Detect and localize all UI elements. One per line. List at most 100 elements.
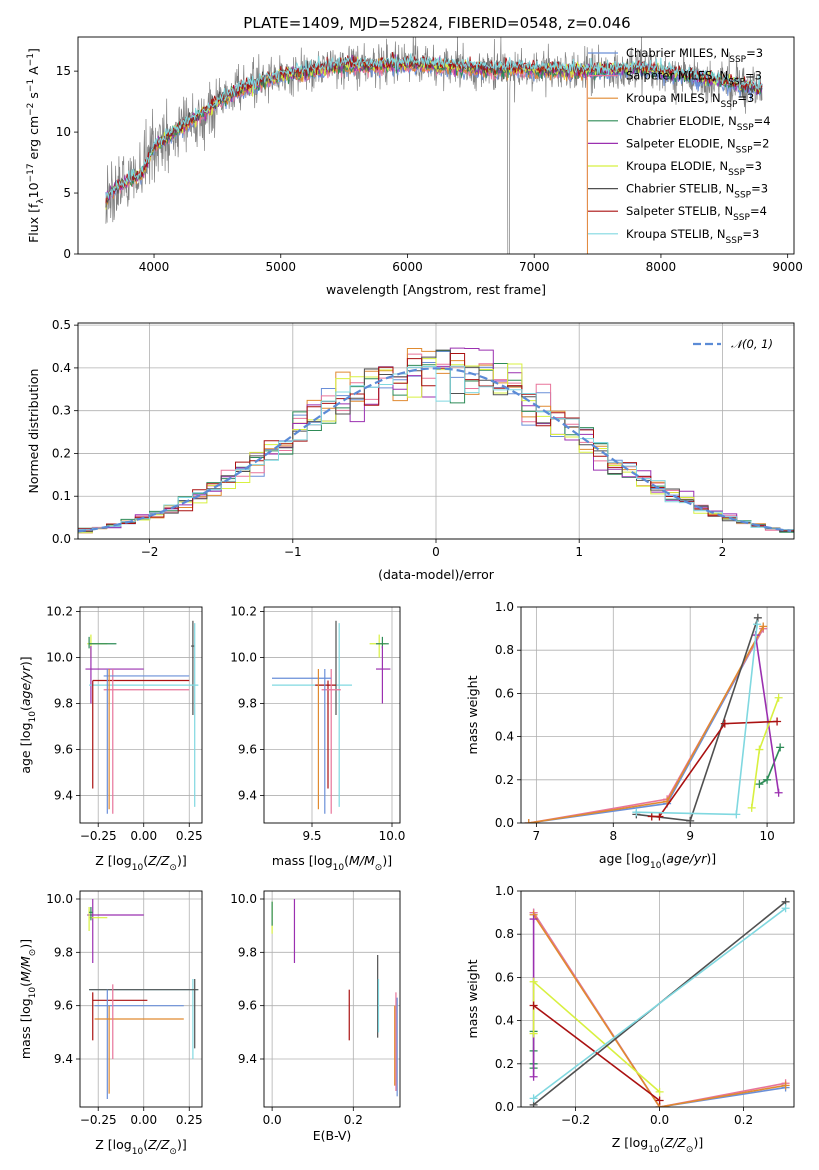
model-line-kroupa_stelib [105,53,763,199]
ytick-label: 0.0 [52,532,71,546]
legend-label: Kroupa MILES, NSSP=3 [626,91,754,110]
ylabel-mass_vs_Z: mass [log10(M/M⊙)] [18,939,38,1059]
plot-area-weight_vs_age [524,613,785,823]
weight-marker-kroupa_miles [524,819,533,823]
axes-frame-age_vs_Z [79,606,203,824]
weight-line-kroupa_stelib [636,624,758,816]
weight-marker-kroupa_stelib [753,620,762,629]
xtick-label: −0.25 [80,829,117,843]
weight-marker-kroupa_stelib [732,810,741,819]
legend-label-normal: 𝒩(0, 1) [731,337,773,351]
xtick-label: −0.25 [80,1113,117,1127]
figure-title: PLATE=1409, MJD=52824, FIBERID=0548, z=0… [243,14,630,32]
weight-marker-kroupa_stelib [632,808,641,817]
hist-step-chabrier_elodie [78,350,794,533]
ytick-label: 10.0 [46,651,73,665]
axes-age_vs_mass: 9.5 10.0 9.4 9.6 9.8 10.0 10.2 mass [log10(M/M⊙… [230,605,405,873]
xtick-label: 10 [759,829,774,843]
weight-marker-chabrier_elodie [763,775,772,784]
weight-marker-kroupa_elodie [655,1087,664,1096]
spectrum-legend: Chabrier MILES, NSSP=3 Salpeter MILES, NS… [588,46,771,246]
weight-marker-salpeter_stelib [720,719,729,728]
legend-label: Salpeter STELIB, NSSP=4 [626,204,767,223]
legend-label: Kroupa STELIB, NSSP=3 [626,227,759,246]
weight-marker-kroupa_elodie [529,1029,538,1038]
ytick-label: 0.2 [495,773,514,787]
ylabel-age_vs_Z: age [log10(age/yr)] [18,656,38,773]
ytick-label: 9.8 [54,945,73,959]
axes-spectrum: 4000 5000 6000 7000 8000 9000 0 5 10 15 wavelength… [26,36,803,297]
xtick-label: 4000 [139,260,170,274]
ytick-label: 9.8 [238,697,257,711]
legend-label: Chabrier ELODIE, NSSP=4 [626,114,771,133]
xtick-label: 0.00 [130,829,157,843]
weight-line-salpeter_stelib [651,720,778,818]
axes-mass_vs_Z: −0.25 0.00 0.25 9.4 9.6 9.8 10.0 Z [log10(Z/Z⊙)… [18,890,203,1157]
ytick-label: 0.8 [495,927,514,941]
weight-marker-kroupa_elodie [747,803,756,812]
ytick-label: 10.2 [230,605,257,619]
hist-xlabel: (data-model)/error [378,567,495,582]
ytick-label: 0.1 [52,489,71,503]
xlabel-age_vs_Z: Z [log10(Z/Z⊙)] [95,853,186,873]
ytick-label: 0 [63,247,71,261]
xtick-label: −0.2 [561,1113,590,1127]
ytick-label: 15 [56,64,71,78]
weight-marker-kroupa_elodie [529,977,538,986]
axes-age_vs_Z: −0.25 0.00 0.25 9.4 9.6 9.8 10.0 10.2 Z [log10(Z… [18,605,203,873]
legend-label: Salpeter MILES, NSSP=3 [626,69,762,88]
xtick-label: 0.00 [130,1113,157,1127]
ytick-label: 10.2 [46,605,73,619]
weight-line-salpeter_stelib [533,1004,661,1102]
legend-label: Chabrier STELIB, NSSP=3 [626,182,768,201]
ylabel-weight_vs_Z: mass weight [465,959,480,1038]
weight-marker-chabrier_elodie [755,780,764,789]
ytick-label: 9.6 [54,999,73,1013]
weight-marker-salpeter_stelib [655,1096,664,1105]
weight-marker-chabrier_stelib [686,816,695,823]
legend-label: Salpeter ELODIE, NSSP=2 [626,136,769,155]
xlabel-weight_vs_age: age [log10(age/yr)] [599,851,716,871]
ytick-label: 9.4 [238,1052,257,1066]
plot-area-age_vs_Z [85,620,199,814]
plot-area-residuals [78,347,794,534]
weight-marker-salpeter_stelib [773,717,782,726]
xtick-label: 6000 [392,260,423,274]
ytick-label: 1.0 [495,600,514,614]
ytick-label: 0.6 [495,686,514,700]
axes-weight_vs_age: 7 8 9 10 0.0 0.2 0.4 0.6 0.8 1.0 age [log10(age/yr… [465,600,795,871]
spectrum-xlabel: wavelength [Angstrom, rest frame] [326,282,546,297]
weight-marker-kroupa_elodie [755,745,764,754]
xtick-label: −2 [141,545,159,559]
xtick-label: 7000 [519,260,550,274]
weight-marker-kroupa_miles [781,1081,790,1090]
model-line-kroupa_miles [105,58,588,254]
hist-step-chabrier_stelib [78,349,794,533]
weight-line-salpeter_miles [532,912,786,1107]
weight-line-kroupa_stelib [533,907,787,1100]
xtick-label: 0.2 [734,1113,753,1127]
weight-marker-salpeter_elodie [529,915,538,924]
normal-curve [78,367,792,533]
ytick-label: 5 [63,186,71,200]
ytick-label: 10.0 [230,892,257,906]
xtick-label: 0.25 [176,829,203,843]
axes-frame-spectrum [77,36,795,255]
spectrum-ylabel: Flux [fλ10−17 erg cm−2 s−1 A−1] [26,48,46,243]
xlabel-age_vs_mass: mass [log10(M/M⊙)] [272,853,392,873]
weight-marker-salpeter_stelib [529,1001,538,1010]
legend-label: Kroupa ELODIE, NSSP=3 [626,159,762,178]
ytick-label: 0.0 [495,1100,514,1114]
axes-frame-residuals [77,322,795,540]
xtick-label: 9 [686,829,694,843]
weight-marker-salpeter_stelib [647,812,656,821]
ytick-label: 9.4 [54,1052,73,1066]
xtick-label: 10.0 [379,829,406,843]
weight-line-kroupa_elodie [750,697,780,809]
ytick-label: 10 [56,125,71,139]
weight-line-kroupa_miles [532,914,786,1107]
xlabel-weight_vs_Z: Z [log10(Z/Z⊙)] [612,1135,703,1155]
xtick-label: 1 [575,545,583,559]
ytick-label: 9.6 [238,742,257,756]
